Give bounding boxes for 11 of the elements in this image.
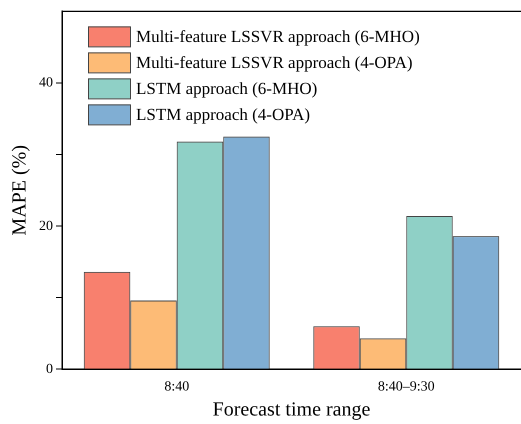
legend-label: Multi-feature LSSVR approach (4-OPA) bbox=[136, 52, 413, 72]
y-tick-label: 40 bbox=[39, 76, 53, 91]
x-axis-title: Forecast time range bbox=[212, 398, 370, 420]
x-tick-label: 8:40 bbox=[164, 379, 190, 394]
y-tick-label: 20 bbox=[39, 218, 53, 234]
y-axis-title: MAPE (%) bbox=[8, 145, 30, 236]
x-tick-label: 8:40–9:30 bbox=[378, 379, 435, 394]
legend-label: LSTM approach (6-MHO) bbox=[136, 78, 318, 98]
legend-label: LSTM approach (4-OPA) bbox=[136, 104, 310, 124]
legend-label: Multi-feature LSSVR approach (6-MHO) bbox=[136, 26, 420, 46]
y-tick-label: 0 bbox=[46, 362, 53, 377]
